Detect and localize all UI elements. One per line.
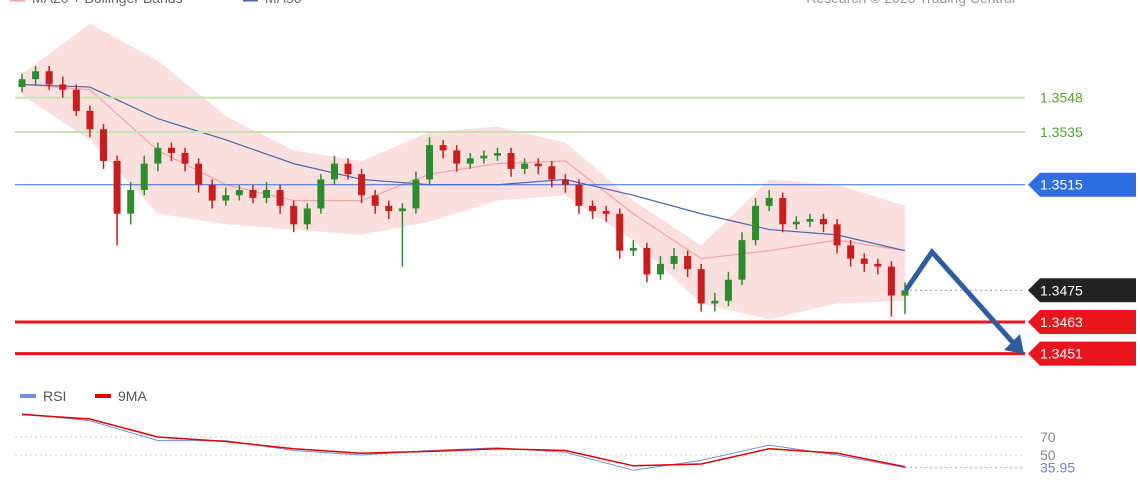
candle-body (412, 179, 420, 209)
candle-body (697, 269, 705, 304)
candle-body (521, 163, 529, 169)
candle-body (290, 205, 298, 225)
level-label: 1.3475 (1040, 282, 1083, 298)
forecast-arrow-head (1004, 334, 1024, 354)
forecast-arrow (903, 247, 1018, 348)
candle-body (752, 205, 760, 241)
candle-body (398, 208, 406, 212)
candle-body (670, 255, 678, 264)
candle-body (208, 184, 216, 201)
candle-body (195, 163, 203, 185)
candle-body (833, 224, 841, 246)
candle-body (181, 153, 189, 164)
candle-body (466, 158, 474, 164)
level-tag (1028, 172, 1136, 197)
candle-body (127, 190, 135, 214)
candle-body (629, 248, 637, 251)
candle-body (738, 240, 746, 280)
bollinger-band (22, 23, 905, 320)
candle-body (100, 129, 108, 161)
candle-body (32, 71, 40, 80)
candle-body (222, 195, 230, 201)
bands (21, 23, 906, 320)
candle-body (724, 279, 732, 301)
candle-body (534, 163, 542, 167)
level-tag (1028, 278, 1136, 303)
candle-body (263, 190, 271, 198)
candle-body (358, 174, 366, 196)
candle-body (887, 266, 895, 296)
candle-body (901, 290, 909, 296)
legend-label: MA50 (265, 0, 302, 6)
candle-body (575, 184, 583, 206)
candle-body (548, 166, 556, 180)
candle-body (439, 145, 447, 151)
candle-body (847, 245, 855, 259)
candle-body (684, 255, 692, 270)
candle-body (18, 79, 26, 88)
candle-body (371, 195, 379, 206)
candle-body (602, 211, 610, 214)
candle-body (765, 197, 773, 206)
candle-body (656, 263, 664, 275)
candle-body (72, 89, 80, 111)
candle-body (453, 150, 461, 164)
rsi-level-label: 50 (1040, 447, 1056, 463)
candle-body (643, 248, 651, 275)
candle-body (426, 145, 434, 180)
candle-body (317, 179, 325, 209)
candle-body (167, 147, 175, 154)
candle-body (806, 219, 814, 222)
candle-body (154, 147, 162, 164)
candle-body (792, 221, 800, 225)
level-label: 1.3515 (1040, 177, 1083, 193)
candle-body (385, 205, 393, 212)
candle-body (249, 190, 257, 198)
candle-body (507, 153, 515, 169)
level-label: 1.3451 (1040, 346, 1083, 362)
candle-body (113, 160, 121, 214)
candle-body (140, 163, 148, 190)
candle-body (480, 155, 488, 159)
candle-body (344, 163, 352, 175)
candle-body (711, 300, 719, 304)
rsi-level-label: 35.95 (1040, 460, 1075, 476)
rsi-ma-line (21, 413, 906, 468)
candle-body (493, 153, 501, 156)
rsi-level-label: 70 (1040, 429, 1056, 445)
candle-body (616, 213, 624, 251)
level-label: 1.3535 (1040, 124, 1083, 140)
ma20-line (21, 83, 906, 260)
candle-body (330, 163, 338, 180)
candle-body (86, 110, 94, 130)
candle-body (779, 197, 787, 225)
legend-label: 9MA (118, 388, 147, 404)
legend-label: RSI (43, 388, 66, 404)
level-label: 1.3463 (1040, 314, 1083, 330)
candle-body (235, 190, 243, 196)
level-tag (1028, 309, 1136, 334)
candle-body (874, 263, 882, 267)
legend-label: MA20 + Bollinger Bands (32, 0, 183, 6)
candle-body (589, 205, 597, 212)
candle-body (561, 179, 569, 185)
candle-body (59, 84, 67, 90)
candle-body (860, 258, 868, 264)
level-label: 1.3548 (1040, 90, 1083, 106)
candle-body (276, 190, 284, 206)
source: Research © 2023 Trading Central (806, 0, 1015, 6)
rsi-line (21, 413, 906, 471)
level-tag (1028, 341, 1136, 366)
candle-body (819, 219, 827, 225)
candle-body (303, 208, 311, 225)
candle-body (45, 71, 53, 85)
